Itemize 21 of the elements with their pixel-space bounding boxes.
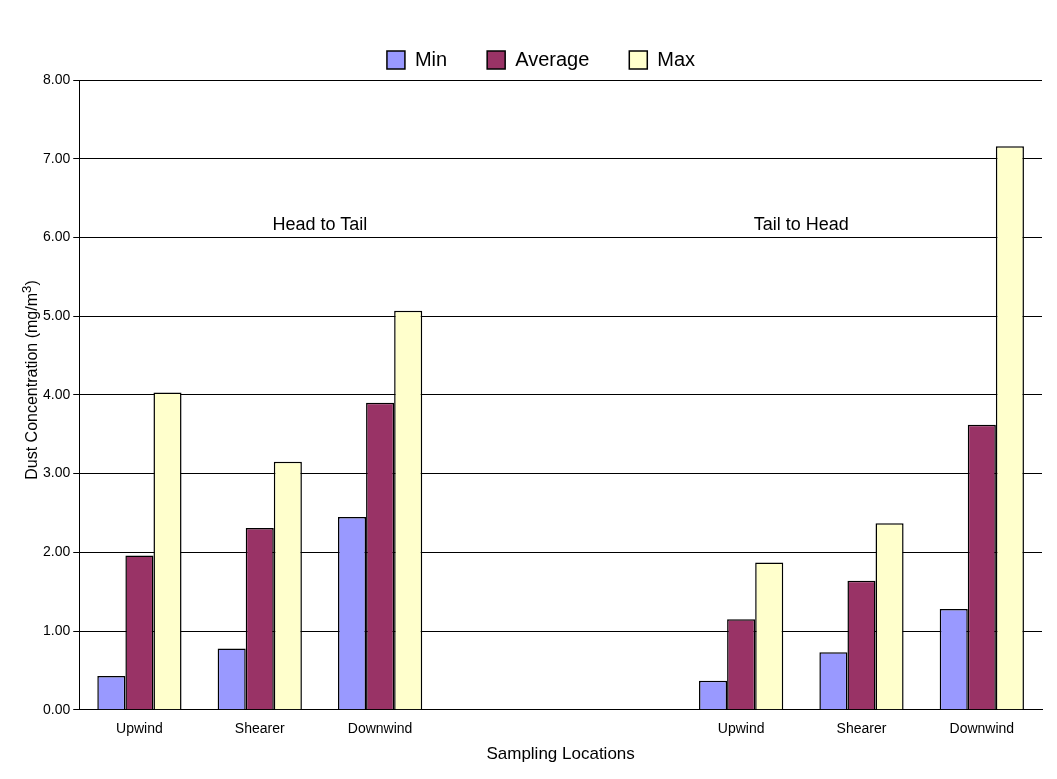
y-tick-label: 7.00 [43, 149, 71, 166]
y-tick-label: 4.00 [43, 385, 71, 402]
x-tick-label: Downwind [347, 720, 413, 737]
x-tick-label: Upwind [717, 720, 765, 737]
y-tick-label: 5.00 [43, 307, 71, 324]
x-axis-title: Sampling Locations [486, 744, 635, 764]
annotation: Tail to Head [753, 213, 849, 234]
y-tick-label: 0.00 [43, 700, 71, 717]
x-tick-label: Shearer [234, 720, 285, 737]
y-tick-label: 2.00 [43, 543, 71, 560]
legend-label: Average [515, 47, 590, 70]
y-tick-label: 1.00 [43, 621, 71, 638]
y-tick-label: 8.00 [43, 70, 71, 87]
y-tick-label: 6.00 [43, 228, 71, 245]
x-tick-label: Upwind [116, 720, 163, 737]
legend-label: Min [414, 47, 448, 70]
annotation: Head to Tail [272, 213, 368, 234]
y-tick-label: 3.00 [43, 464, 71, 481]
x-tick-label: Shearer [836, 720, 887, 737]
legend-label: Max [657, 47, 696, 70]
x-tick-label: Downwind [949, 720, 1015, 737]
